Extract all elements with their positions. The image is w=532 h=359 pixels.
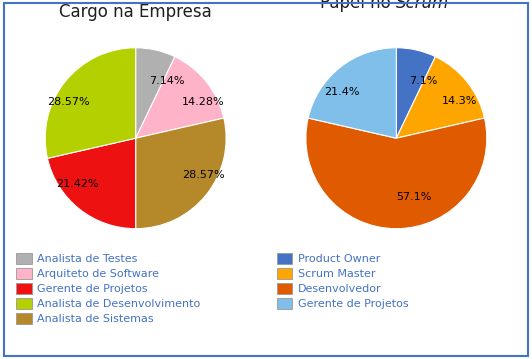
Wedge shape (136, 118, 226, 229)
Text: 7.1%: 7.1% (409, 76, 438, 86)
Wedge shape (396, 57, 485, 138)
Text: Scrum: Scrum (396, 0, 450, 11)
Wedge shape (136, 48, 175, 138)
Text: 21.4%: 21.4% (324, 87, 360, 97)
Text: 14.3%: 14.3% (442, 97, 478, 107)
Legend: Product Owner, Scrum Master, Desenvolvedor, Gerente de Projetos: Product Owner, Scrum Master, Desenvolved… (277, 253, 409, 309)
Text: 7.14%: 7.14% (149, 76, 184, 86)
Title: Cargo na Empresa: Cargo na Empresa (59, 3, 212, 21)
Wedge shape (47, 138, 136, 229)
Text: 21.42%: 21.42% (56, 179, 99, 189)
Text: 28.57%: 28.57% (47, 97, 90, 107)
Text: 57.1%: 57.1% (396, 192, 431, 202)
Text: 28.57%: 28.57% (181, 170, 225, 180)
Text: Papel no: Papel no (320, 0, 396, 11)
Wedge shape (45, 48, 136, 158)
Text: 14.28%: 14.28% (181, 97, 225, 107)
Wedge shape (308, 48, 396, 138)
Wedge shape (136, 57, 224, 138)
Wedge shape (396, 48, 435, 138)
Legend: Analista de Testes, Arquiteto de Software, Gerente de Projetos, Analista de Dese: Analista de Testes, Arquiteto de Softwar… (16, 253, 201, 325)
Wedge shape (306, 118, 487, 229)
